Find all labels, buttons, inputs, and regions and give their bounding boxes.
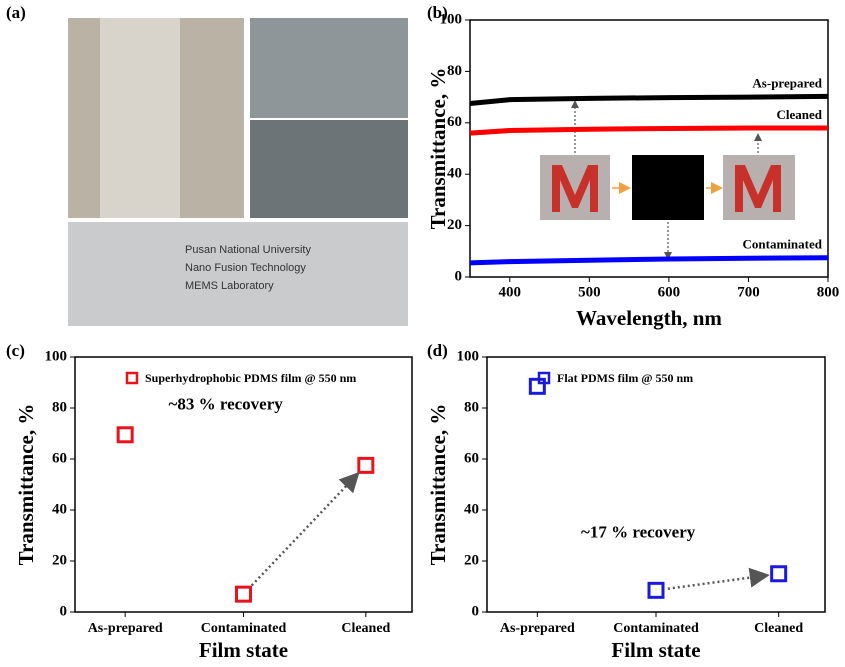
series-line (469, 255, 829, 266)
series-line (469, 125, 828, 136)
panel-label: (b) (427, 3, 448, 22)
photo (250, 18, 408, 118)
panel-label: (a) (6, 3, 26, 22)
inset-image (632, 155, 704, 220)
y-tick-label: 80 (447, 63, 462, 79)
annotation: ~17 % recovery (581, 523, 696, 542)
x-tick-label: As-prepared (500, 621, 575, 636)
panel-label: (d) (427, 341, 448, 360)
legend-label: Superhydrophobic PDMS film @ 550 nm (145, 371, 356, 385)
y-tick-label: 0 (60, 603, 68, 619)
inset-images (540, 100, 795, 260)
x-tick-label: 500 (578, 284, 601, 300)
point (116, 426, 134, 444)
x-tick-label: As-prepared (88, 621, 163, 636)
series-label: As-prepared (752, 75, 822, 90)
photo-cylinder (100, 18, 180, 218)
x-tick-label: Cleaned (341, 621, 390, 636)
point (770, 565, 788, 583)
y-axis-label: Transmittance, % (426, 404, 450, 566)
recovery-arrow (667, 567, 770, 590)
photo-text: Pusan National University (185, 244, 311, 256)
x-tick-label: 600 (658, 284, 681, 300)
y-tick-label: 0 (472, 603, 480, 619)
legend-label: Flat PDMS film @ 550 nm (557, 371, 693, 385)
x-axis-label: Film state (611, 638, 700, 662)
panel-label: (c) (6, 341, 25, 360)
point (357, 456, 375, 474)
annotation: ~83 % recovery (169, 394, 284, 413)
y-axis-label: Transmittance, % (426, 68, 450, 230)
y-tick-label: 20 (52, 552, 67, 568)
recovery-arrow (250, 471, 360, 587)
x-tick-label: 700 (737, 284, 760, 300)
point (647, 581, 665, 599)
x-axis-label: Film state (199, 638, 288, 662)
inset-letter (735, 165, 781, 212)
y-tick-label: 0 (455, 268, 463, 284)
y-tick-label: 60 (52, 450, 67, 466)
y-tick-label: 60 (464, 450, 479, 466)
series-line (469, 93, 829, 107)
plot-frame (486, 356, 826, 613)
legend-marker (125, 371, 139, 385)
y-tick-label: 60 (447, 114, 462, 130)
y-axis-label: Transmittance, % (14, 404, 38, 566)
point (235, 585, 252, 603)
y-tick-label: 40 (464, 501, 479, 517)
inset-image (540, 155, 610, 220)
inset-letter (552, 165, 598, 212)
y-tick-label: 20 (447, 217, 462, 233)
point (528, 377, 546, 395)
photo-panel: (a) Pusan National University Nano Fusio… (6, 3, 408, 326)
y-tick-label: 100 (457, 348, 480, 364)
y-tick-label: 40 (447, 166, 462, 182)
x-axis-label: Wavelength, nm (576, 306, 722, 330)
y-tick-label: 80 (52, 399, 67, 415)
x-tick-label: Contaminated (201, 621, 287, 636)
series-label: Contaminated (743, 237, 823, 252)
series-label: Cleaned (777, 107, 823, 122)
plot-frame (469, 19, 829, 278)
inset-image (723, 155, 795, 220)
photo (250, 120, 408, 218)
y-tick-label: 100 (45, 348, 68, 364)
x-tick-label: 400 (499, 284, 522, 300)
y-tick-label: 80 (464, 399, 479, 415)
photo-text: Nano Fusion Technology (185, 262, 306, 274)
y-tick-label: 100 (440, 11, 463, 27)
x-tick-label: Cleaned (754, 621, 803, 636)
y-tick-label: 20 (464, 552, 479, 568)
x-tick-label: Contaminated (613, 621, 699, 636)
x-tick-label: 800 (817, 284, 840, 300)
photo-text: MEMS Laboratory (185, 280, 274, 292)
y-tick-label: 40 (52, 501, 67, 517)
photo (68, 222, 408, 326)
